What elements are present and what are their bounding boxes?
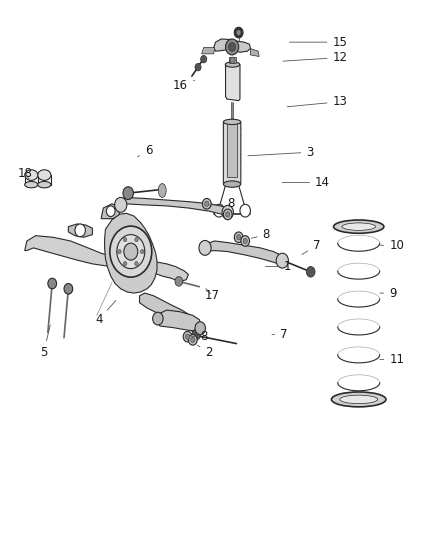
- Circle shape: [234, 27, 243, 38]
- Text: 17: 17: [205, 289, 220, 302]
- Text: 18: 18: [18, 167, 33, 180]
- Polygon shape: [223, 123, 241, 185]
- Circle shape: [234, 232, 243, 243]
- Ellipse shape: [342, 223, 375, 230]
- Circle shape: [123, 187, 134, 199]
- Circle shape: [124, 243, 138, 260]
- Circle shape: [110, 226, 152, 277]
- Ellipse shape: [334, 220, 384, 233]
- Ellipse shape: [38, 169, 51, 180]
- Circle shape: [188, 335, 197, 345]
- Circle shape: [229, 43, 236, 51]
- Polygon shape: [226, 64, 240, 101]
- Circle shape: [199, 240, 211, 255]
- Ellipse shape: [223, 181, 241, 187]
- Polygon shape: [119, 197, 230, 215]
- Ellipse shape: [223, 119, 241, 125]
- Text: 8: 8: [209, 197, 235, 211]
- Ellipse shape: [38, 181, 51, 188]
- Circle shape: [117, 235, 145, 269]
- Circle shape: [243, 238, 247, 244]
- Text: 8: 8: [191, 330, 208, 343]
- Polygon shape: [157, 310, 201, 332]
- Polygon shape: [214, 39, 251, 52]
- Polygon shape: [204, 241, 285, 265]
- Circle shape: [135, 262, 138, 266]
- Text: 8: 8: [251, 228, 270, 241]
- Polygon shape: [25, 236, 188, 281]
- Circle shape: [202, 198, 211, 209]
- Circle shape: [192, 329, 201, 340]
- Text: 9: 9: [380, 287, 397, 300]
- Circle shape: [195, 322, 205, 335]
- Text: 6: 6: [138, 144, 152, 157]
- Text: 5: 5: [40, 325, 50, 359]
- Text: 7: 7: [272, 328, 288, 341]
- Circle shape: [276, 253, 288, 268]
- Circle shape: [226, 39, 239, 55]
- Circle shape: [205, 201, 209, 206]
- Circle shape: [226, 212, 230, 217]
- Circle shape: [223, 209, 232, 220]
- Bar: [230, 57, 236, 63]
- Polygon shape: [101, 204, 120, 219]
- Circle shape: [185, 334, 190, 340]
- Ellipse shape: [225, 62, 240, 67]
- Circle shape: [141, 249, 144, 254]
- Text: 4: 4: [95, 301, 116, 326]
- Circle shape: [135, 238, 138, 242]
- Circle shape: [241, 236, 250, 246]
- Polygon shape: [251, 49, 259, 56]
- Polygon shape: [201, 47, 215, 54]
- Polygon shape: [227, 123, 237, 177]
- Circle shape: [214, 204, 224, 217]
- Circle shape: [183, 332, 192, 342]
- Ellipse shape: [332, 392, 386, 407]
- Text: 12: 12: [283, 51, 347, 64]
- Text: 16: 16: [173, 79, 194, 92]
- Text: 15: 15: [290, 36, 347, 49]
- Ellipse shape: [25, 169, 38, 180]
- Circle shape: [115, 197, 127, 212]
- Text: 13: 13: [287, 95, 347, 108]
- Circle shape: [195, 63, 201, 71]
- Circle shape: [152, 312, 163, 325]
- Circle shape: [201, 55, 207, 63]
- Circle shape: [230, 57, 235, 63]
- Circle shape: [64, 284, 73, 294]
- Circle shape: [175, 277, 183, 286]
- Circle shape: [124, 238, 127, 242]
- Ellipse shape: [158, 183, 166, 197]
- Polygon shape: [105, 213, 157, 293]
- Circle shape: [124, 262, 127, 266]
- Text: 14: 14: [282, 176, 330, 189]
- Circle shape: [106, 206, 115, 216]
- Text: 1: 1: [265, 260, 291, 273]
- Text: 2: 2: [197, 345, 212, 359]
- Circle shape: [240, 204, 251, 217]
- Circle shape: [237, 30, 241, 35]
- Circle shape: [118, 249, 121, 254]
- Text: 3: 3: [248, 146, 314, 159]
- Circle shape: [306, 266, 315, 277]
- Circle shape: [191, 337, 195, 343]
- Text: 11: 11: [380, 353, 404, 366]
- Text: 10: 10: [380, 239, 404, 252]
- Polygon shape: [68, 224, 92, 237]
- Circle shape: [48, 278, 57, 289]
- Text: 7: 7: [302, 239, 320, 254]
- Ellipse shape: [340, 395, 378, 403]
- Circle shape: [237, 235, 241, 240]
- Ellipse shape: [25, 181, 38, 188]
- Circle shape: [75, 224, 85, 237]
- Circle shape: [222, 205, 233, 219]
- Polygon shape: [140, 293, 199, 332]
